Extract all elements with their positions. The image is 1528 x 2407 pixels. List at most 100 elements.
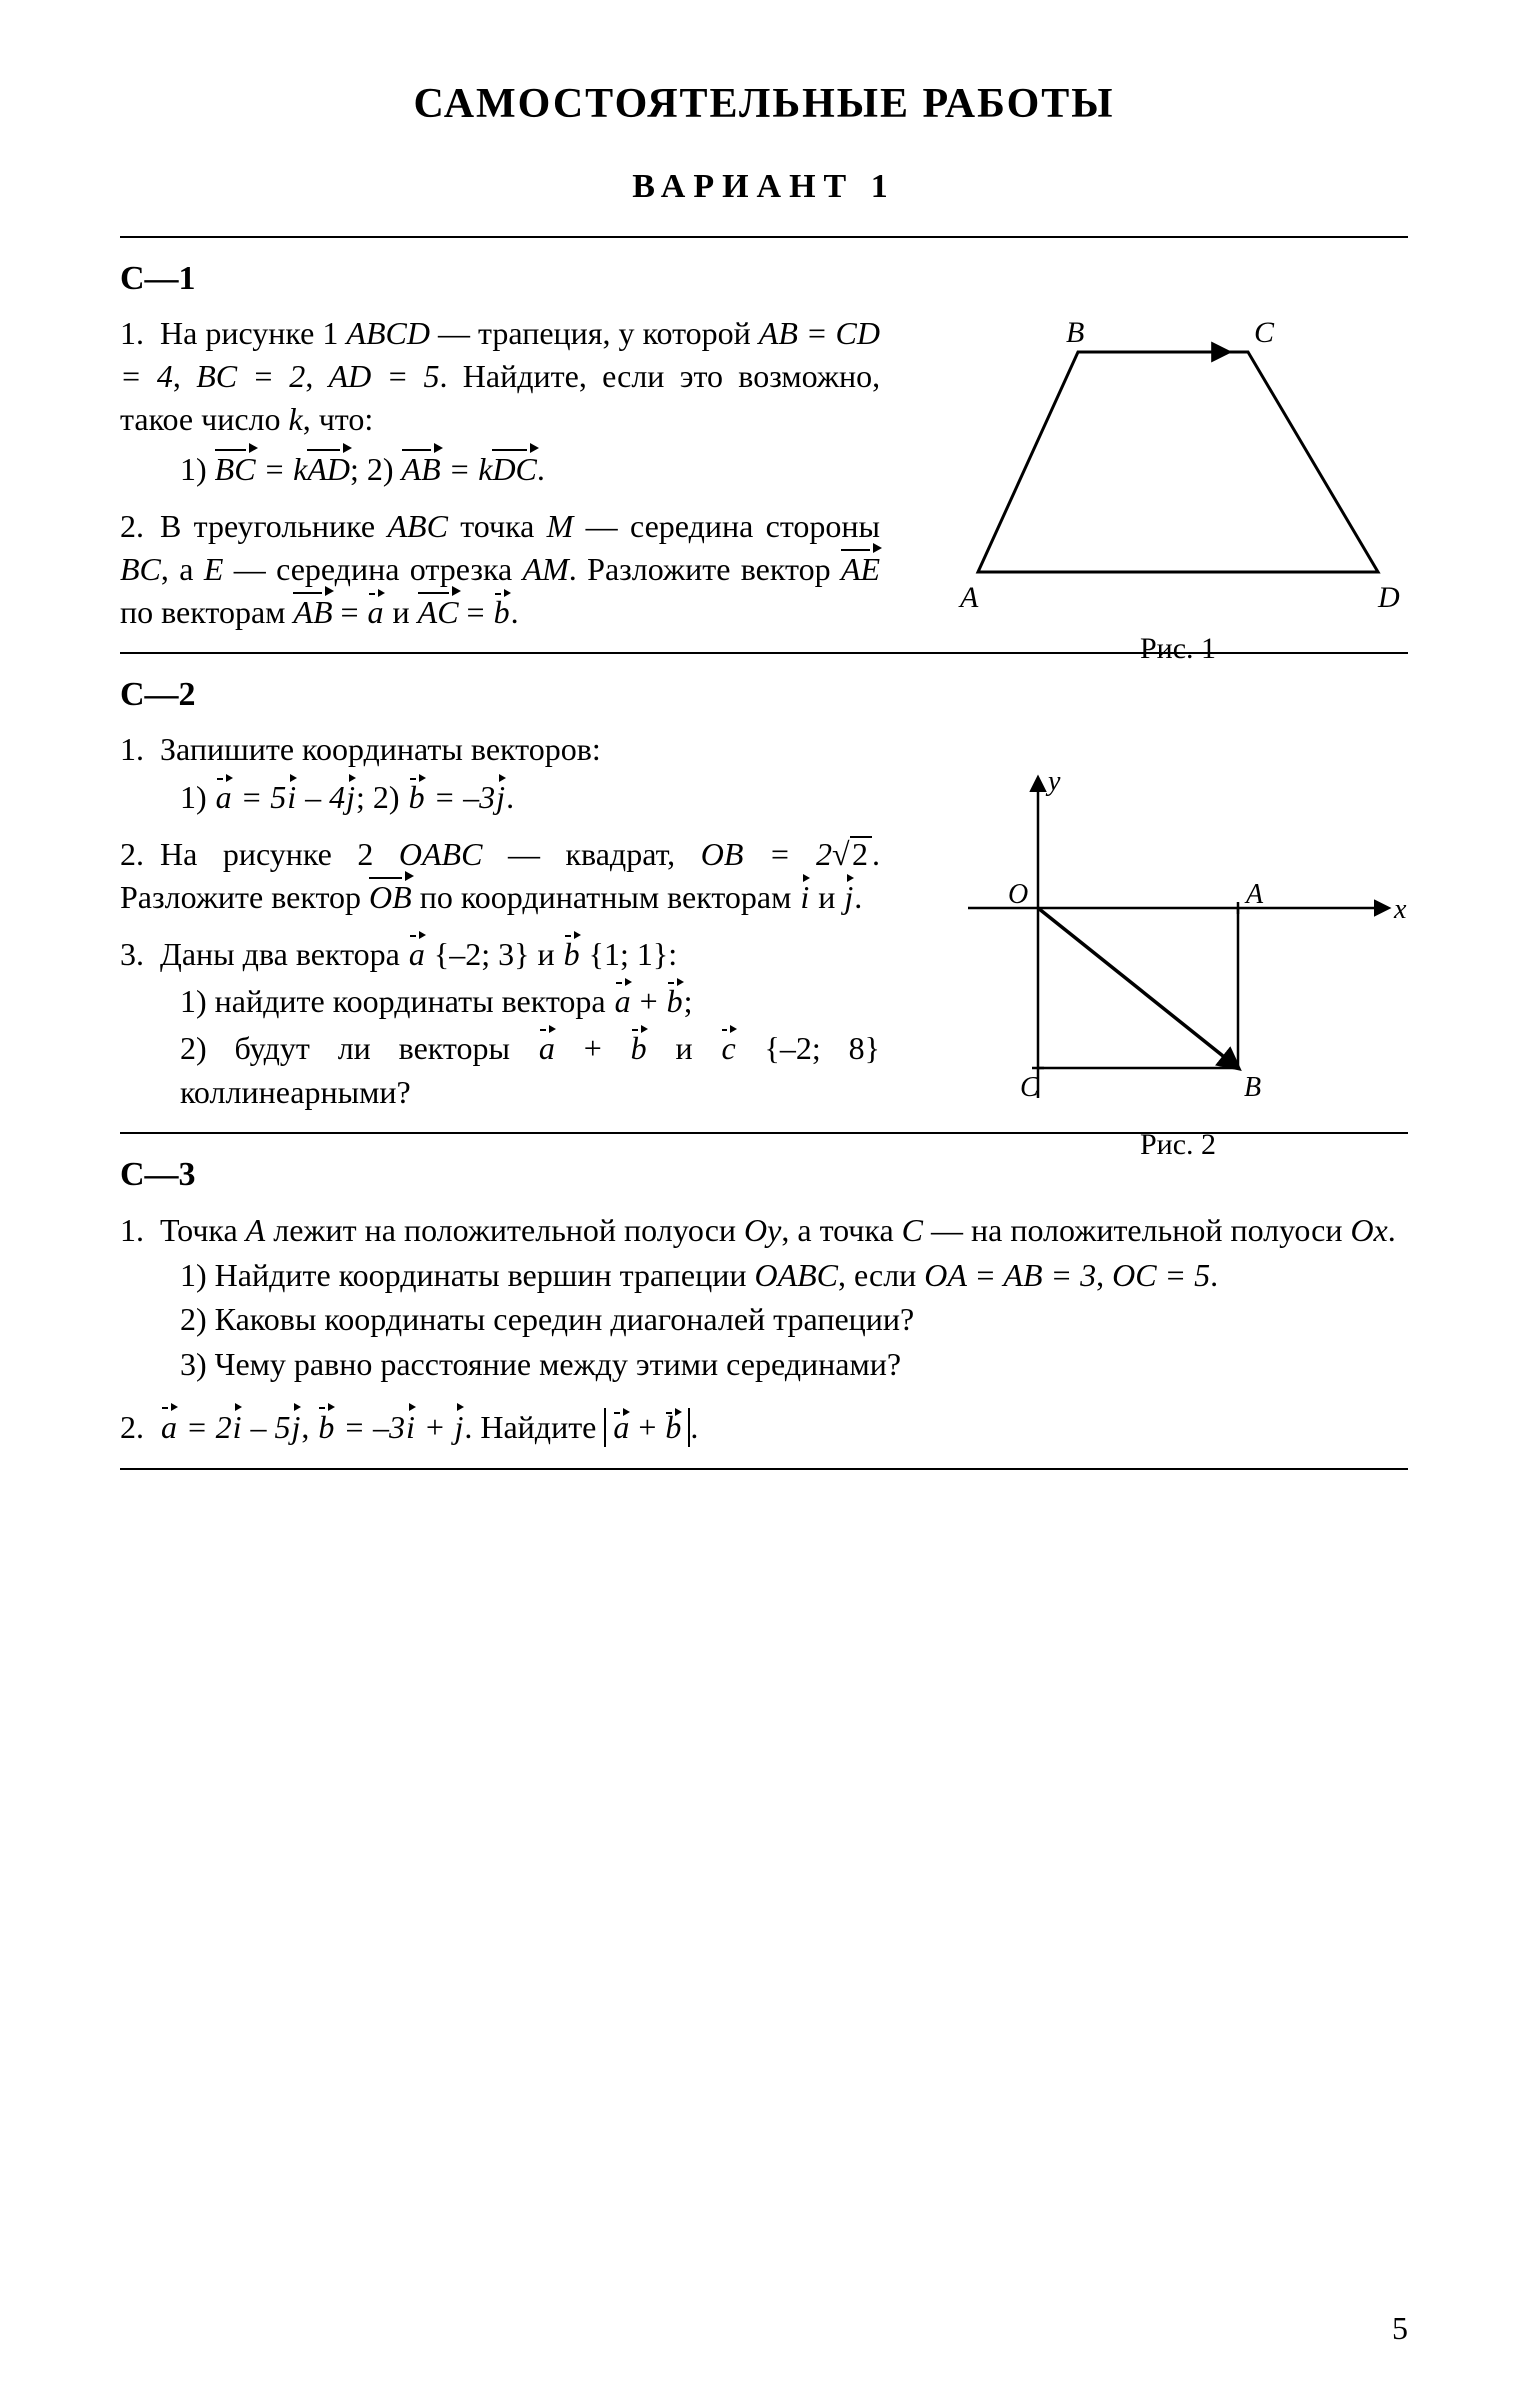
text: В треугольнике [160,508,387,544]
text: . Разложите вектор [569,551,841,587]
text: лежит на положительной полуоси [265,1212,744,1248]
vector-ae: AE [841,548,880,591]
c3-p1-s1: 1) Найдите координаты вершин трапеции OA… [120,1253,1408,1298]
text: {1; 1}: [581,936,678,972]
eq: = 2 [178,1409,232,1445]
text: по векторам [120,594,293,630]
text: . [1210,1257,1218,1293]
list-number: 1. [120,728,160,771]
text: 1) [180,779,215,815]
section-c1-heading: С—1 [120,260,1408,298]
vector-i: i [286,776,297,819]
text: . [506,779,514,815]
text: , [1096,1257,1112,1293]
text: На рисунке 2 [160,836,399,872]
vector-a: a [160,1405,178,1450]
svg-text:B: B [1066,316,1084,349]
section-c2: 1.Запишите координаты векторов: 1) a = 5… [120,728,1408,1114]
vector-b: b [493,591,511,634]
vector-b: b [563,933,581,976]
vector-a: a [614,980,632,1023]
text: . Найдите [464,1409,604,1445]
text: по координатным векторам [412,879,800,915]
variant-title: ВАРИАНТ 1 [120,168,1408,206]
vector-j: j [495,776,506,819]
list-number: 1. [120,1208,160,1253]
c2-problem-1: 1.Запишите координаты векторов: [120,728,880,771]
text: + [556,1030,630,1066]
vector-ab2: AB [293,591,332,634]
text: 1) Найдите координаты вершин трапеции [180,1257,754,1293]
c1-problem-1: 1.На рисунке 1 ABCD — трапеция, у которо… [120,312,880,442]
c3-problem-1: 1.Точка A лежит на положительной полуоси… [120,1208,1408,1253]
vector-a: a [408,933,426,976]
c1-text: 1.На рисунке 1 ABCD — трапеция, у которо… [120,312,880,634]
text: — на положительной полуоси [923,1212,1350,1248]
text: , а [161,551,204,587]
c3-p1-s3: 3) Чему равно расстояние между этими сер… [120,1342,1408,1387]
c3-p1-s2: 2) Каковы координаты середин диагоналей … [120,1297,1408,1342]
vector-a: a [215,776,233,819]
eq: OC = 5 [1112,1257,1210,1293]
eq: = [459,594,493,630]
vector-j: j [290,1405,301,1450]
text: , а точ­ка [781,1212,901,1248]
text: — середина стороны [573,508,880,544]
eq: – 4 [297,779,345,815]
svg-text:C: C [1254,316,1275,349]
list-number: 2. [120,505,160,548]
c3-problem-2: 2.a = 2i – 5j, b = –3i + j. Найдите a + … [120,1405,1408,1450]
c2-text: 1.Запишите координаты векторов: 1) a = 5… [120,728,880,1114]
main-title: САМОСТОЯТЕЛЬНЫЕ РАБОТЫ [120,80,1408,128]
eq: BC = 2 [196,358,305,394]
svg-text:y: y [1045,768,1061,797]
var: Ox [1350,1212,1387,1248]
text: и [385,594,418,630]
section-c1: 1.На рисунке 1 ABCD — трапеция, у которо… [120,312,1408,634]
eq: = k [441,451,493,487]
eq: – 5 [242,1409,290,1445]
fig2-caption: Рис. 2 [948,1128,1408,1162]
figure-1: ABCD Рис. 1 [948,312,1408,666]
vector-b: b [408,776,426,819]
text: и [810,879,843,915]
vector-a: a [538,1027,556,1070]
text: , что: [303,401,374,437]
vector-b: b [666,980,684,1023]
figure-2: ABCOxy Рис. 2 [948,768,1408,1162]
text: Запишите координаты векторов: [160,731,601,767]
text: . [690,1409,698,1445]
svg-text:D: D [1377,581,1400,612]
eq: = 5 [233,779,287,815]
vector-i: i [799,876,810,919]
c1-problem-2: 2.В треугольнике ABC точка M — середина … [120,505,880,635]
vector-b: b [630,1027,648,1070]
var: AM [523,551,569,587]
section-c3: 1.Точка A лежит на положительной полуоси… [120,1208,1408,1450]
list-number: 1. [120,312,160,355]
text: ; 2) [356,779,408,815]
var: E [204,551,224,587]
text: + [630,1409,664,1445]
text: и [648,1030,721,1066]
text: Даны два вектора [160,936,408,972]
var: ABCD [346,315,430,351]
eq: = k [256,451,308,487]
fig1-caption: Рис. 1 [948,632,1408,666]
var: Oy [744,1212,781,1248]
vector-bc: BC [215,448,256,491]
text: точка [448,508,547,544]
c1-sub: 1) BC = kAD; 2) AB = kDC. [120,448,880,491]
eq: = [332,594,366,630]
text: . [511,594,519,630]
c2-problem-2: 2.На рисунке 2 OABC — квадрат, OB = 22. … [120,833,880,919]
text: 2) будут ли векторы [180,1030,538,1066]
eq: OB = 2 [701,836,832,872]
text: {–2; 3} и [426,936,563,972]
text: + [632,983,666,1019]
text: . [1388,1212,1396,1248]
rule-top [120,236,1408,238]
var: k [288,401,302,437]
c2-p3-s1: 1) найдите координаты векто­ра a + b; [120,980,880,1023]
vector-j: j [843,876,854,919]
